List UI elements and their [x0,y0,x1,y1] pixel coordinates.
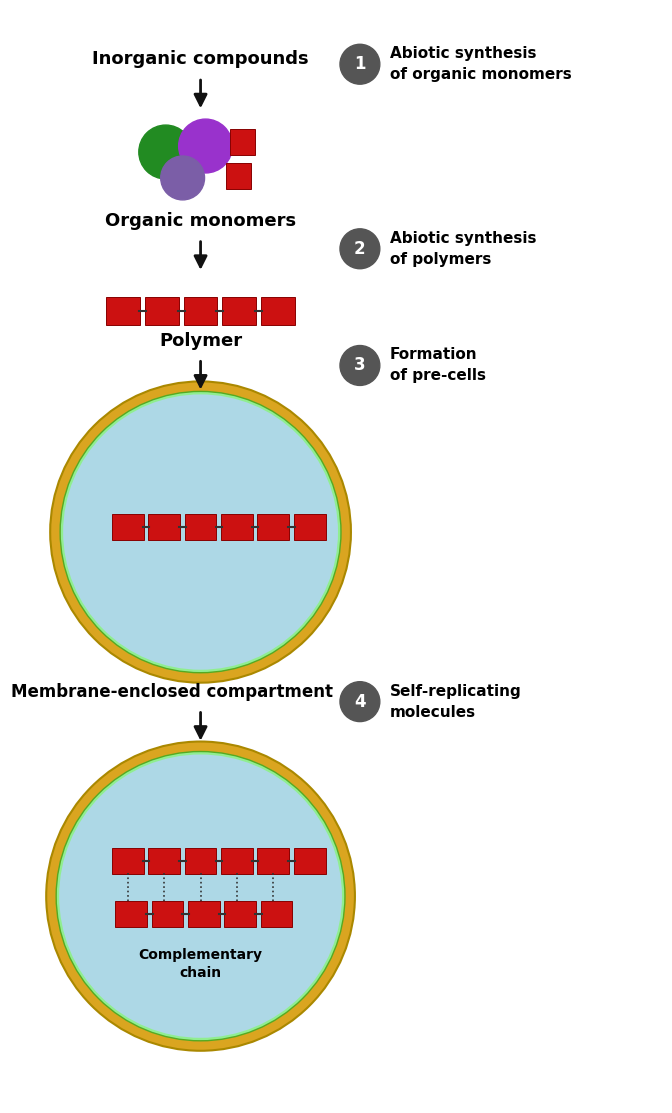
FancyBboxPatch shape [151,902,183,927]
Text: Polymer: Polymer [159,332,242,349]
FancyBboxPatch shape [261,297,295,325]
FancyBboxPatch shape [115,902,147,927]
Text: 3: 3 [354,356,366,374]
Circle shape [179,119,233,173]
Text: Complementary
chain: Complementary chain [138,948,263,981]
Circle shape [340,45,380,85]
Text: Membrane-enclosed compartment: Membrane-enclosed compartment [11,682,333,701]
FancyBboxPatch shape [261,902,292,927]
Circle shape [340,229,380,268]
FancyBboxPatch shape [257,514,289,540]
Circle shape [139,125,193,179]
FancyBboxPatch shape [185,848,216,874]
Circle shape [161,156,204,200]
Ellipse shape [63,394,338,670]
Circle shape [340,345,380,385]
Text: Abiotic synthesis
of organic monomers: Abiotic synthesis of organic monomers [390,47,571,82]
Polygon shape [230,129,255,155]
FancyBboxPatch shape [224,902,256,927]
FancyBboxPatch shape [185,514,216,540]
FancyBboxPatch shape [112,514,144,540]
FancyBboxPatch shape [294,848,325,874]
Ellipse shape [56,751,345,1041]
Ellipse shape [59,755,342,1037]
Ellipse shape [46,741,355,1051]
FancyBboxPatch shape [294,514,325,540]
FancyBboxPatch shape [183,297,218,325]
Circle shape [340,681,380,721]
Text: 4: 4 [354,692,366,710]
FancyBboxPatch shape [257,848,289,874]
Text: Abiotic synthesis
of polymers: Abiotic synthesis of polymers [390,230,536,267]
Text: Formation
of pre-cells: Formation of pre-cells [390,347,486,384]
Text: Inorganic compounds: Inorganic compounds [92,50,309,68]
FancyBboxPatch shape [221,848,253,874]
FancyBboxPatch shape [112,848,144,874]
Text: 1: 1 [354,56,366,73]
FancyBboxPatch shape [149,514,180,540]
Ellipse shape [50,382,351,682]
FancyBboxPatch shape [144,297,179,325]
Ellipse shape [60,392,341,672]
Text: Self-replicating
molecules: Self-replicating molecules [390,683,521,720]
FancyBboxPatch shape [106,297,140,325]
Polygon shape [226,164,251,188]
FancyBboxPatch shape [221,514,253,540]
FancyBboxPatch shape [149,848,180,874]
FancyBboxPatch shape [188,902,220,927]
Text: 2: 2 [354,239,366,258]
FancyBboxPatch shape [222,297,256,325]
Text: Organic monomers: Organic monomers [105,211,296,230]
